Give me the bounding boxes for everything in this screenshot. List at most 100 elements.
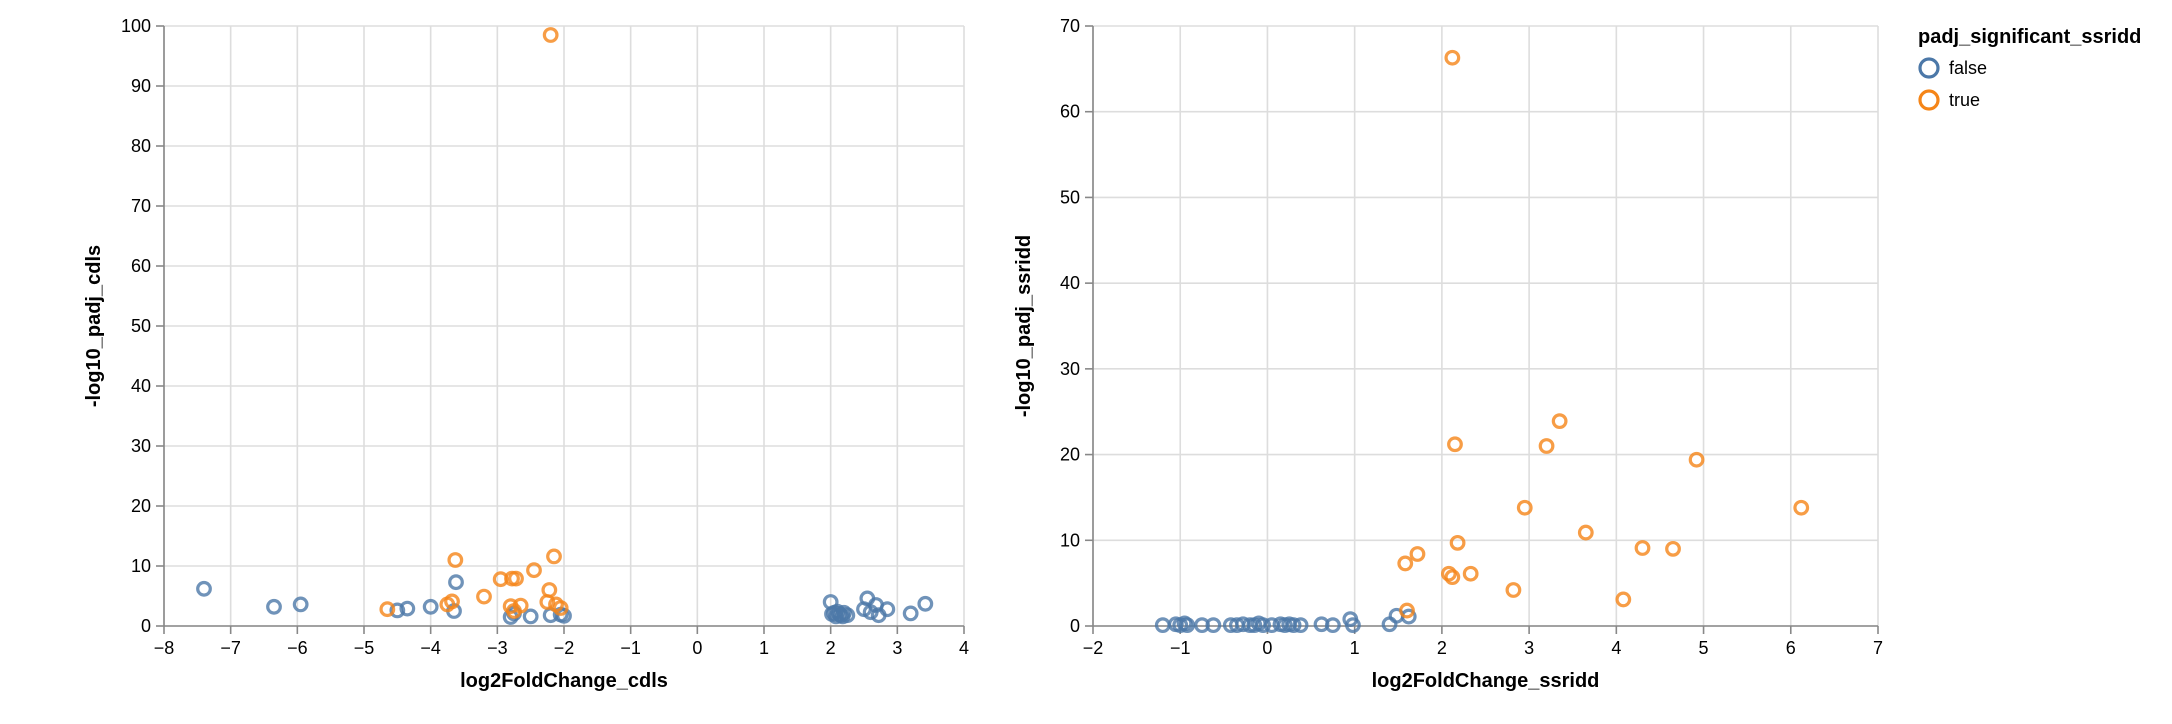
data-point-true [1449, 534, 1466, 551]
data-point-false [1154, 617, 1171, 634]
data-point-false [1324, 617, 1341, 634]
data-point-false [399, 600, 416, 617]
data-point-false [1285, 617, 1302, 634]
data-point-true [526, 562, 542, 579]
data-point-true [512, 597, 529, 614]
data-point-false [839, 607, 856, 624]
legend-symbol-false [1918, 57, 1940, 79]
data-point-false [1255, 617, 1271, 634]
data-point-false [1179, 617, 1196, 634]
x-axis-title: log2FoldChange_ssridd [1372, 670, 1600, 692]
data-point-false [522, 608, 539, 625]
y-tick-label: 30 [131, 436, 151, 456]
x-tick-label: 0 [692, 638, 702, 658]
data-point-true [1444, 569, 1461, 586]
data-point-true [1440, 565, 1457, 582]
x-tick-label: 5 [1699, 638, 1709, 658]
y-axis-title: -log10_padj_ssridd [1013, 235, 1035, 417]
data-point-true [1505, 582, 1522, 598]
y-tick-label: 100 [121, 16, 151, 36]
data-point-true [508, 570, 524, 587]
legend: padj_significant_ssridd false true [1918, 26, 2141, 111]
x-tick-label: −1 [1170, 638, 1191, 658]
data-point-true [444, 593, 460, 610]
x-tick-label: 6 [1786, 638, 1796, 658]
y-tick-label: 20 [1060, 445, 1080, 465]
data-point-false [448, 574, 464, 591]
x-tick-label: 1 [1350, 638, 1360, 658]
data-point-false [196, 580, 212, 597]
data-point-true [1447, 436, 1463, 453]
y-tick-label: 60 [131, 256, 151, 276]
legend-label-false: false [1949, 58, 1987, 78]
y-tick-label: 10 [1060, 530, 1080, 550]
y-tick-label: 50 [1060, 187, 1080, 207]
y-axis-title: -log10_padj_cdls [83, 245, 105, 407]
data-point-false [1292, 617, 1309, 634]
data-point-true [1397, 555, 1414, 572]
data-point-true [541, 582, 558, 598]
data-point-true [476, 588, 492, 605]
data-point-true [1444, 49, 1461, 66]
data-point-true [1615, 591, 1632, 608]
data-point-true [1409, 546, 1426, 562]
legend-label-true: true [1949, 90, 1980, 110]
legend-title: padj_significant_ssridd [1918, 26, 2141, 48]
left-volcano-plot: −8 −7 −6 −5 −4 −3 −2 −1 0 1 2 3 40102030405060708090… [83, 16, 969, 692]
data-point-true [1538, 438, 1555, 454]
data-point-true [552, 600, 569, 616]
data-point-true [1793, 499, 1810, 516]
data-point-true [542, 27, 559, 43]
y-tick-label: 90 [131, 76, 151, 96]
data-point-true [1688, 451, 1705, 468]
legend-symbol-true [1918, 89, 1940, 111]
y-tick-label: 20 [131, 496, 151, 516]
x-tick-label: 3 [1524, 638, 1534, 658]
x-tick-label: 4 [959, 638, 969, 658]
data-point-true [1577, 524, 1594, 541]
data-point-false [422, 598, 439, 615]
data-points [1154, 49, 1810, 634]
x-tick-label: 3 [892, 638, 902, 658]
x-axis-title: log2FoldChange_cdls [460, 670, 668, 692]
x-tick-label: −2 [554, 638, 575, 658]
data-point-false [266, 598, 282, 615]
data-point-false [879, 601, 896, 618]
y-tick-label: 50 [131, 316, 151, 336]
y-tick-label: 60 [1060, 102, 1080, 122]
y-tick-label: 10 [131, 556, 151, 576]
x-tick-label: −7 [220, 638, 241, 658]
x-tick-label: 0 [1262, 638, 1272, 658]
y-tick-label: 30 [1060, 359, 1080, 379]
data-point-false [902, 605, 919, 622]
data-point-true [1665, 540, 1681, 557]
x-tick-label: −4 [420, 638, 441, 658]
data-point-false [1345, 617, 1361, 634]
data-point-true [1551, 413, 1568, 430]
x-tick-label: 2 [826, 638, 836, 658]
x-tick-label: −1 [620, 638, 641, 658]
y-tick-label: 40 [131, 376, 151, 396]
data-point-true [1462, 565, 1479, 582]
x-tick-label: 2 [1437, 638, 1447, 658]
data-point-true [1516, 499, 1533, 516]
y-tick-label: 70 [131, 196, 151, 216]
x-tick-label: −2 [1083, 638, 1104, 658]
x-tick-label: −6 [287, 638, 308, 658]
grid [1092, 25, 1879, 627]
data-points [196, 27, 934, 625]
data-point-false [556, 607, 572, 624]
x-tick-label: 1 [759, 638, 769, 658]
y-tick-label: 0 [1070, 616, 1080, 636]
data-point-false [292, 596, 309, 613]
data-point-true [1634, 540, 1651, 556]
x-tick-label: −5 [354, 638, 375, 658]
y-tick-label: 70 [1060, 16, 1080, 36]
data-point-false [389, 602, 406, 619]
x-tick-label: 7 [1873, 638, 1883, 658]
grid [163, 25, 965, 627]
data-point-true [1399, 602, 1415, 619]
y-tick-label: 0 [141, 616, 151, 636]
data-point-true [546, 548, 562, 565]
